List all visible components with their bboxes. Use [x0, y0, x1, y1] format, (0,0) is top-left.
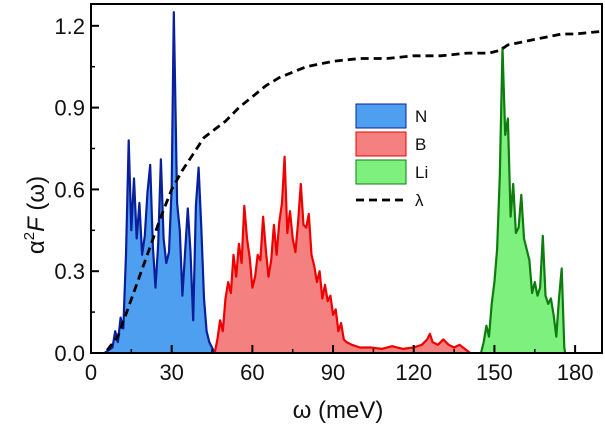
y-axis-label: α2F (ω): [21, 176, 50, 254]
legend-label-n: N: [415, 107, 427, 126]
x-tick-label: 0: [85, 360, 97, 385]
series-n-line: [103, 11, 216, 354]
x-tick-label: 30: [159, 360, 183, 385]
y-tick-label: 0.0: [54, 341, 85, 366]
y-tick-label: 0.3: [54, 259, 85, 284]
legend-label-li: Li: [415, 163, 428, 182]
series-li-line: [479, 46, 567, 354]
y-tick-label: 0.9: [54, 96, 85, 121]
legend-swatch-li: [355, 159, 407, 185]
x-tick-label: 90: [321, 360, 345, 385]
plot-frame: [90, 3, 603, 354]
series-lambda-line: [106, 29, 603, 352]
legend: NB Li λ: [355, 103, 428, 210]
x-tick-label: 150: [476, 360, 513, 385]
x-tick-label: 180: [557, 360, 594, 385]
plot-frame-border: [90, 3, 603, 354]
x-axis-label: ω (meV): [293, 397, 384, 424]
y-tick-label: 0.6: [54, 177, 85, 202]
legend-swatch-b: [355, 131, 407, 157]
y-tick-label: 1.2: [54, 14, 85, 39]
svg-text:α2F (ω): α2F (ω): [21, 176, 50, 254]
x-tick-label: 60: [240, 360, 264, 385]
x-tick-label: 120: [395, 360, 432, 385]
legend-swatch-n: [355, 103, 407, 129]
series-b-line: [213, 155, 471, 354]
legend-label-lambda: λ: [415, 191, 424, 210]
legend-label-b: B: [415, 135, 426, 154]
series-b-fill: [214, 156, 471, 353]
plot-areas: [103, 11, 603, 354]
series-n-fill: [104, 12, 215, 353]
axis-ticks: 0 30 60 90 120 150 180 0.0 0.3 0.6 0.9 1.2: [54, 14, 593, 385]
